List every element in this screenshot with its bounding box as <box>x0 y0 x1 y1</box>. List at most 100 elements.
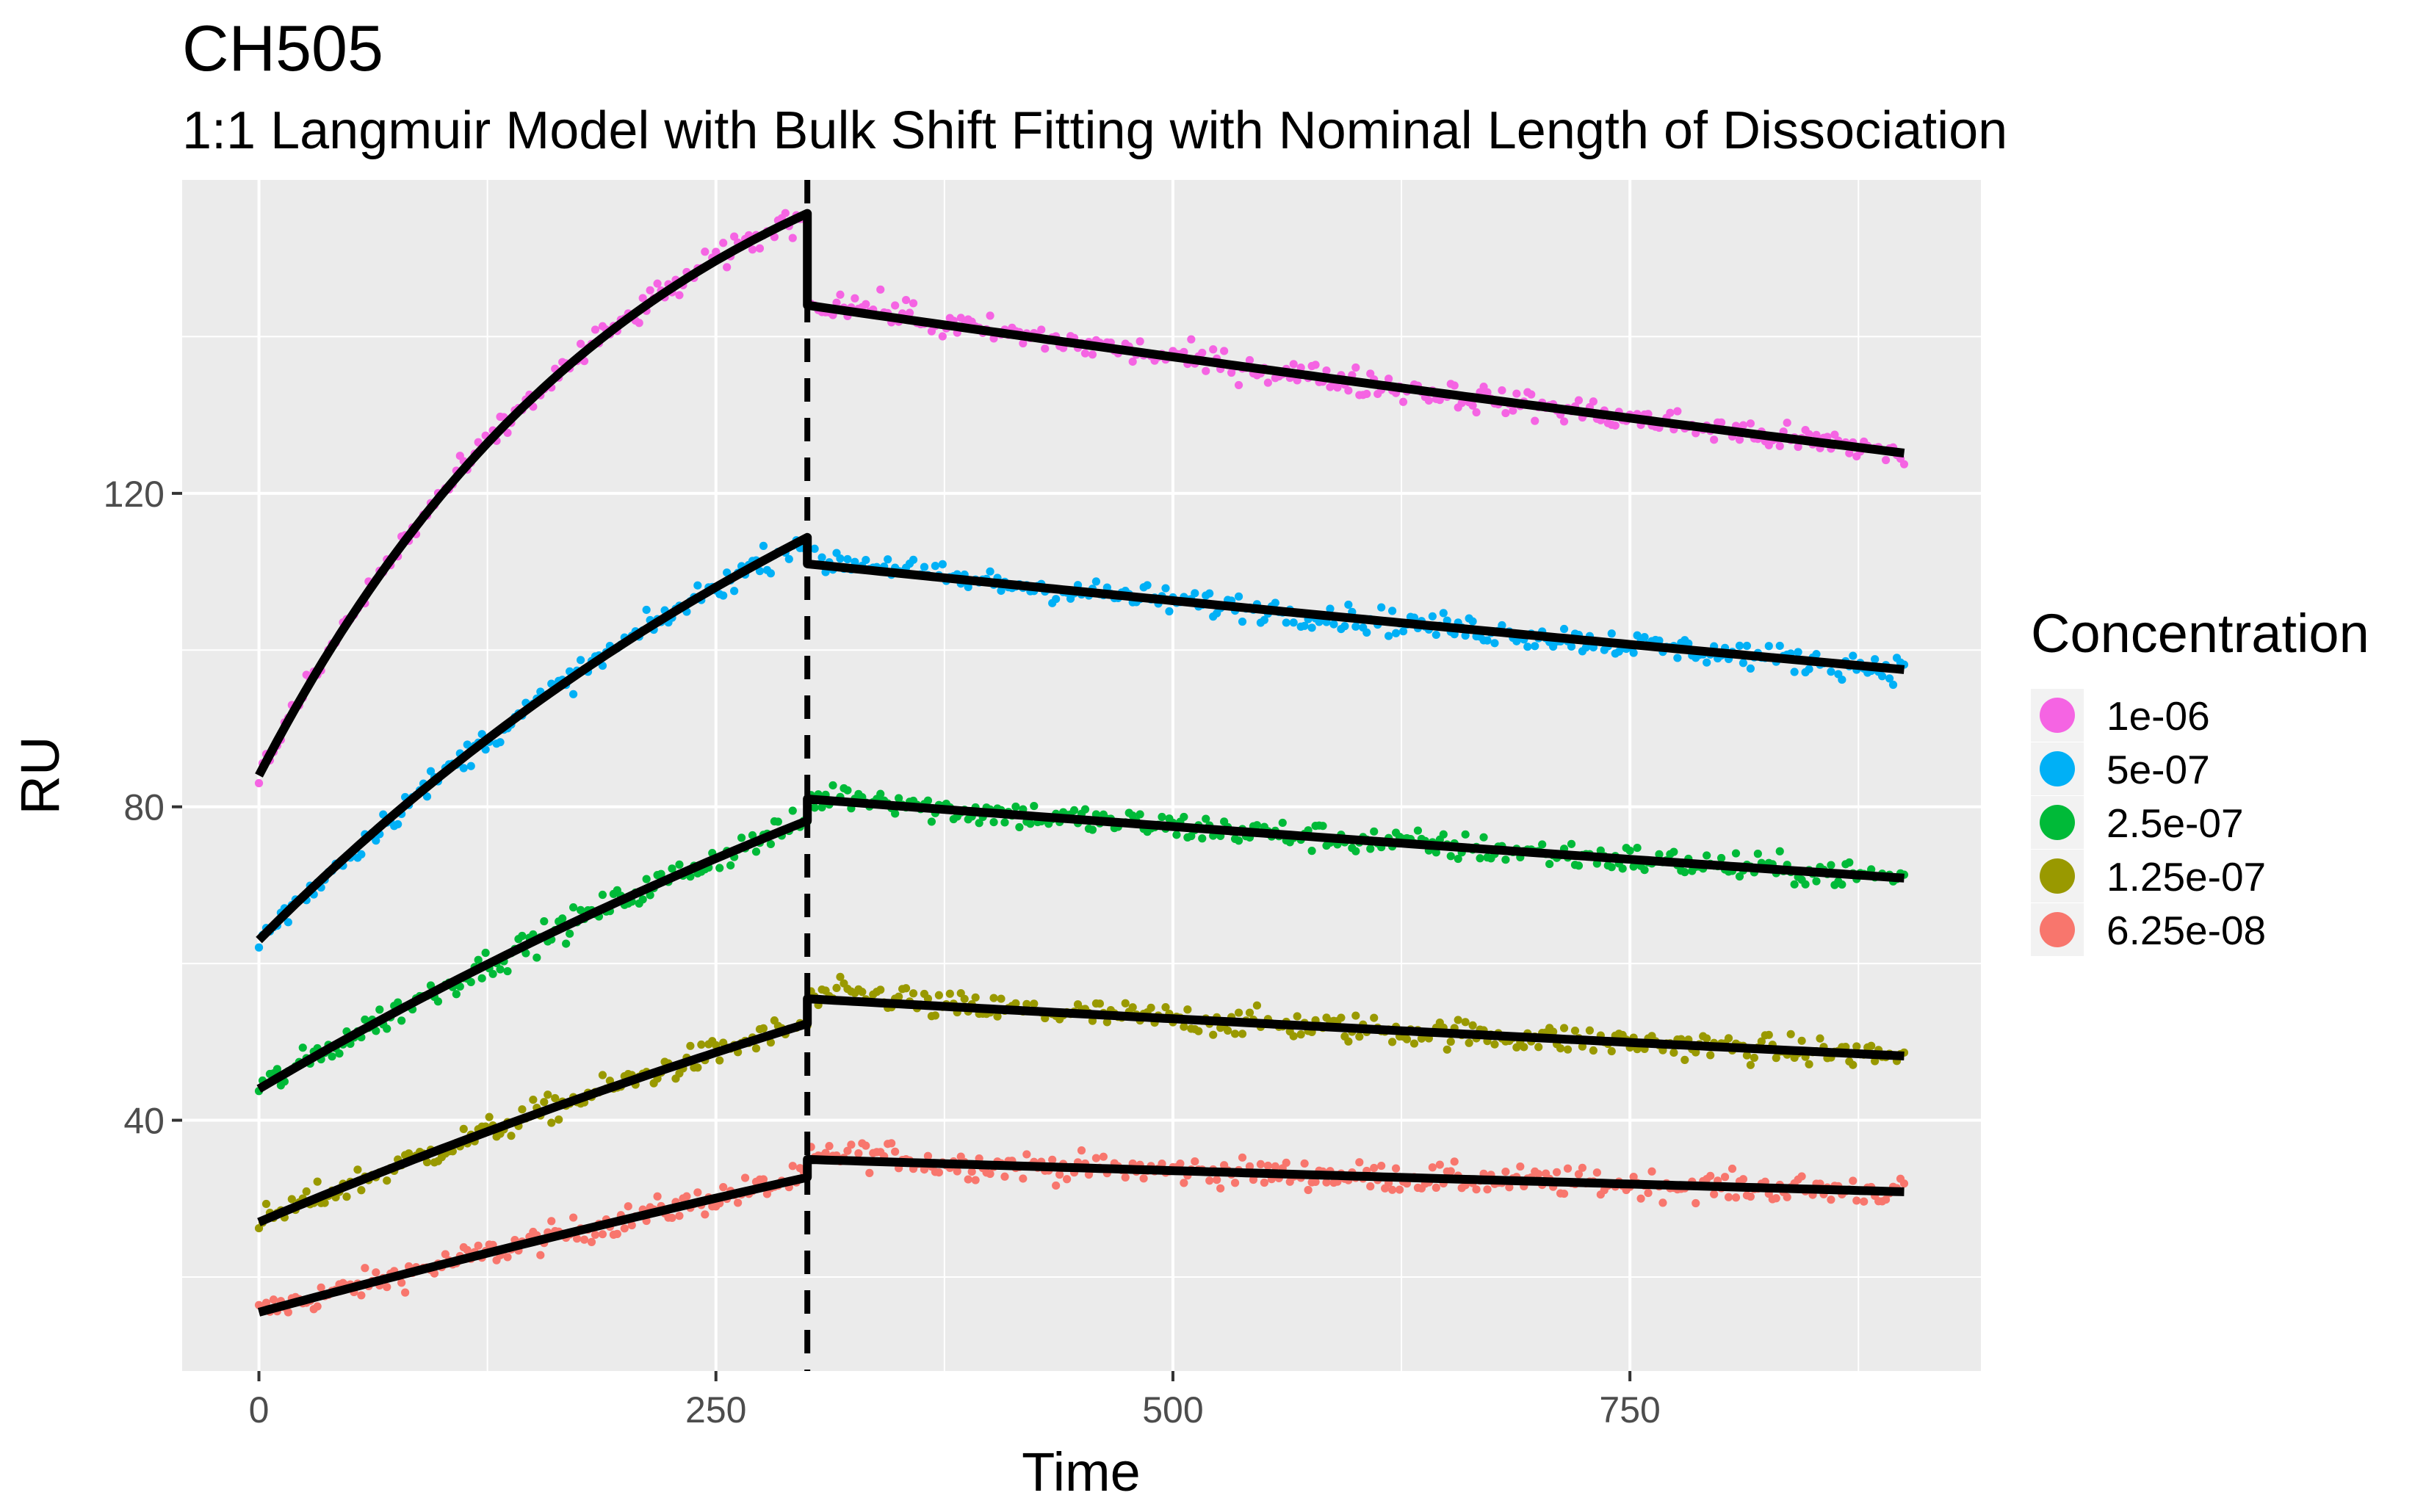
data-point <box>1498 621 1506 630</box>
data-point <box>1724 1034 1733 1043</box>
data-point <box>723 568 732 577</box>
data-point <box>1574 1170 1584 1179</box>
data-point <box>784 554 793 563</box>
data-point <box>587 1237 596 1246</box>
data-point <box>1263 378 1272 387</box>
data-point <box>821 1149 830 1157</box>
data-point <box>485 1113 494 1121</box>
legend-item: 5e-07 <box>2031 742 2210 795</box>
data-point <box>1498 386 1506 395</box>
data-point <box>1669 847 1678 856</box>
data-point <box>1213 1176 1221 1184</box>
data-point <box>909 555 918 564</box>
data-point <box>1666 408 1675 417</box>
data-point <box>1728 1164 1737 1173</box>
data-point <box>558 914 567 923</box>
data-point <box>1578 1163 1587 1172</box>
data-point <box>1187 335 1196 344</box>
data-point <box>372 1027 380 1035</box>
data-point <box>1629 1173 1638 1182</box>
data-point <box>1838 880 1846 889</box>
data-point <box>1136 810 1144 819</box>
data-point <box>433 997 443 1006</box>
data-point <box>576 656 585 665</box>
data-point <box>1019 339 1028 348</box>
data-point <box>884 555 892 564</box>
legend-item: 2.5e-07 <box>2031 796 2244 849</box>
plot-panel <box>182 180 1981 1371</box>
x-tick-label: 750 <box>1599 1389 1660 1430</box>
data-point <box>1202 366 1210 375</box>
data-point <box>533 953 541 962</box>
data-point <box>313 1177 322 1186</box>
data-point <box>1629 862 1638 871</box>
data-point <box>383 1283 391 1292</box>
data-point <box>317 1283 325 1292</box>
data-point <box>394 998 402 1007</box>
data-point <box>474 1241 483 1250</box>
data-point <box>1783 1193 1791 1201</box>
data-point <box>1128 1003 1137 1012</box>
data-point <box>1377 603 1386 612</box>
data-point <box>766 839 776 849</box>
data-point <box>909 989 918 998</box>
data-point <box>638 294 647 303</box>
data-point <box>1249 1175 1258 1184</box>
data-point <box>1099 1152 1108 1161</box>
data-point <box>591 325 600 334</box>
data-point <box>1849 1176 1858 1185</box>
data-point <box>507 1132 516 1140</box>
data-point <box>1607 1046 1616 1056</box>
data-point <box>1161 1003 1170 1012</box>
fit-line-5e-07 <box>256 532 1905 944</box>
data-point <box>1845 858 1854 867</box>
data-point <box>1198 834 1207 843</box>
data-point <box>1187 831 1196 841</box>
data-point <box>422 792 432 801</box>
data-point <box>353 1165 362 1174</box>
x-tick-label: 250 <box>685 1389 746 1430</box>
data-point <box>459 764 468 773</box>
data-point <box>1271 598 1279 607</box>
data-point <box>975 819 983 828</box>
data-point <box>1234 592 1243 601</box>
data-point <box>496 738 505 747</box>
data-point <box>1165 607 1174 616</box>
data-point <box>1366 1182 1375 1191</box>
data-point <box>1783 419 1791 427</box>
data-point <box>876 789 885 798</box>
data-point <box>1446 852 1455 861</box>
data-point <box>891 809 900 818</box>
data-point <box>642 605 651 615</box>
data-point <box>862 555 870 565</box>
data-point <box>986 1169 994 1179</box>
data-point <box>1860 1197 1869 1206</box>
data-point <box>891 1147 900 1156</box>
data-point <box>675 1212 684 1220</box>
data-point <box>1022 1150 1031 1159</box>
data-point <box>737 833 746 842</box>
data-point <box>1611 421 1620 430</box>
data-point <box>624 1202 632 1211</box>
data-point <box>375 1005 384 1014</box>
data-point <box>1000 1172 1009 1181</box>
data-point <box>1509 406 1517 415</box>
data-point <box>1205 1176 1214 1185</box>
data-point <box>1370 1013 1379 1022</box>
data-point <box>1158 812 1166 822</box>
data-point <box>1256 1160 1266 1169</box>
data-point <box>1706 1051 1715 1060</box>
legend-label: 6.25e-08 <box>2106 908 2266 953</box>
data-point <box>551 1093 560 1103</box>
data-point <box>335 1049 344 1058</box>
data-point <box>843 786 852 795</box>
data-point <box>598 1071 607 1079</box>
data-point <box>862 1141 870 1150</box>
data-point <box>1472 408 1481 417</box>
data-point <box>1158 1160 1166 1168</box>
data-point <box>862 300 870 308</box>
data-point <box>1088 350 1097 359</box>
legend-title: Concentration <box>2031 603 2369 664</box>
data-point <box>477 974 486 983</box>
data-point <box>1520 1043 1528 1052</box>
